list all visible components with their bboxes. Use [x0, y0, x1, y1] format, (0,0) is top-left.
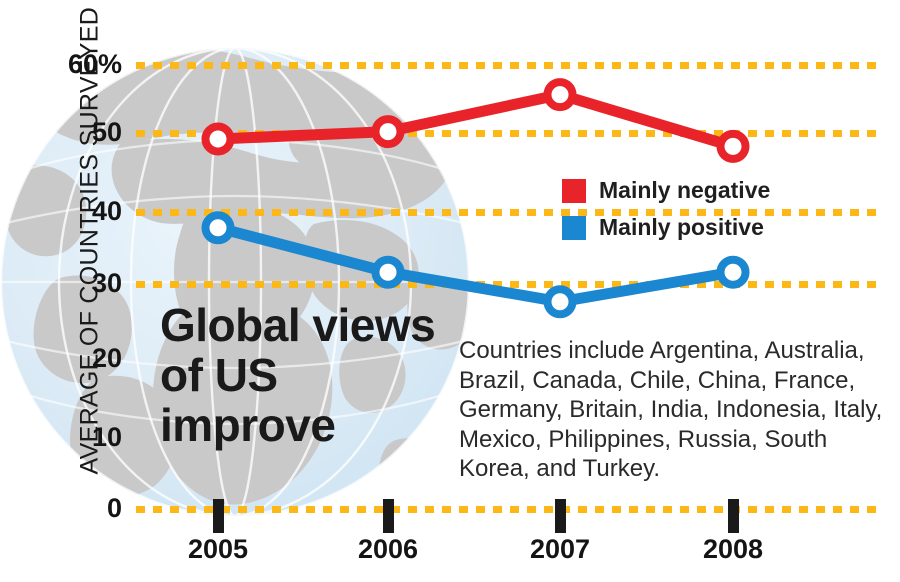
legend-item-mainly-negative[interactable]: Mainly negative — [562, 172, 770, 209]
gridline-60 — [136, 62, 880, 69]
xtick-mark-2007 — [555, 499, 566, 533]
ytick-label-0: 0 — [106, 493, 122, 523]
countries-note: Countries include Argentina, Australia, … — [459, 337, 883, 482]
ytick-label-50: 50 — [91, 117, 122, 147]
xtick-label-2005: 2005 — [187, 534, 249, 564]
xtick-label-2008: 2008 — [702, 534, 764, 564]
headline: Global views of US improve — [160, 299, 436, 451]
xtick-mark-2006 — [383, 499, 394, 533]
series-line-negative — [212, 89, 739, 152]
data-point-negative-2008[interactable] — [716, 129, 750, 163]
legend-swatch-negative — [562, 178, 586, 203]
gridline-0 — [136, 506, 880, 513]
legend-swatch-positive — [562, 215, 586, 240]
legend-label-positive: Mainly positive — [599, 214, 764, 240]
data-point-positive-2007[interactable] — [543, 285, 577, 319]
gridline-50 — [136, 130, 880, 137]
ytick-label-60: 60% — [67, 49, 122, 79]
gridline-30 — [136, 281, 880, 288]
data-point-negative-2007[interactable] — [543, 78, 577, 112]
series-line-positive — [212, 222, 739, 308]
xtick-label-2007: 2007 — [529, 534, 591, 564]
xtick-label-2006: 2006 — [357, 534, 419, 564]
data-point-positive-2008[interactable] — [716, 255, 750, 289]
legend-item-mainly-positive[interactable]: Mainly positive — [562, 209, 770, 246]
ytick-label-10: 10 — [91, 422, 122, 452]
data-point-positive-2005[interactable] — [201, 211, 235, 245]
data-point-negative-2005[interactable] — [201, 122, 235, 156]
xtick-mark-2005 — [213, 499, 224, 533]
ytick-label-30: 30 — [91, 268, 122, 298]
data-point-positive-2006[interactable] — [371, 255, 405, 289]
legend-label-negative: Mainly negative — [599, 177, 771, 203]
ytick-label-40: 40 — [91, 196, 122, 226]
xtick-mark-2008 — [728, 499, 739, 533]
gridline-40 — [136, 209, 880, 216]
data-point-negative-2006[interactable] — [371, 115, 405, 149]
legend: Mainly negative Mainly positive — [562, 172, 770, 246]
ytick-label-20: 20 — [91, 343, 122, 373]
